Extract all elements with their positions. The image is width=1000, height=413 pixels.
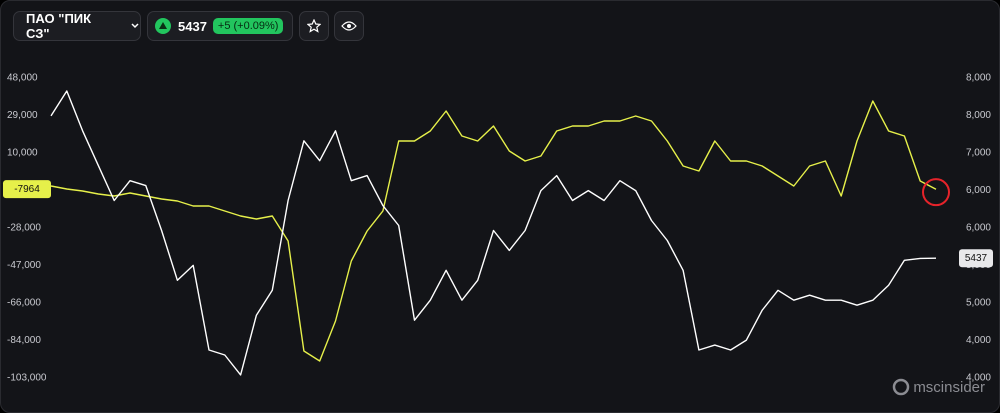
- y-tick-label: -47,000: [7, 260, 41, 271]
- last-value-label: -7964: [14, 184, 40, 195]
- eye-button[interactable]: [334, 11, 364, 41]
- price: 5437: [178, 18, 207, 34]
- y2-tick-label: 6,000: [966, 185, 991, 196]
- y2-tick-label: 4,000: [966, 335, 991, 346]
- y-tick-label: -66,000: [7, 298, 41, 309]
- y-tick-label: 29,000: [7, 110, 38, 121]
- star-button[interactable]: [299, 11, 329, 41]
- change-badge: +5 (+0.09%): [212, 18, 284, 34]
- y-tick-label: 10,000: [7, 148, 38, 159]
- line-series: [50, 100, 937, 362]
- y2-tick-label: 8,000: [966, 110, 991, 121]
- y2-tick-label: 7,000: [966, 148, 991, 159]
- star-icon: [307, 19, 321, 33]
- watermark-text: mscinsider: [913, 378, 985, 396]
- logo: [893, 378, 910, 396]
- up-icon: [155, 18, 171, 34]
- y-tick-label: 48,000: [7, 73, 38, 84]
- last-value-label: 5437: [965, 253, 988, 264]
- line-series: [50, 90, 937, 376]
- y-tick-label: -28,000: [7, 223, 41, 234]
- y2-tick-label: 8,000: [966, 73, 991, 84]
- last-value-badge: [959, 249, 993, 268]
- y-tick-label: -103,000: [7, 373, 47, 384]
- price-box: 5437 +5 (+0.09%): [147, 11, 293, 41]
- ticker: ПАО "ПИК СЗ": [26, 11, 92, 41]
- watermark: mscinsider: [892, 378, 985, 396]
- y2-tick-label: 6,000: [966, 223, 991, 234]
- y2-tick-label: 5,000: [966, 298, 991, 309]
- chevron: [131, 23, 139, 29]
- last-value-badge: [3, 180, 51, 199]
- ticker-dropdown[interactable]: ПАО "ПИК СЗ": [13, 11, 141, 41]
- highlight-circle: [922, 178, 950, 207]
- y-tick-label: -84,000: [7, 335, 41, 346]
- y-tick-label: -9,000: [7, 185, 36, 196]
- eye-icon: [341, 21, 357, 31]
- y2-tick-label: 5,000: [966, 260, 991, 271]
